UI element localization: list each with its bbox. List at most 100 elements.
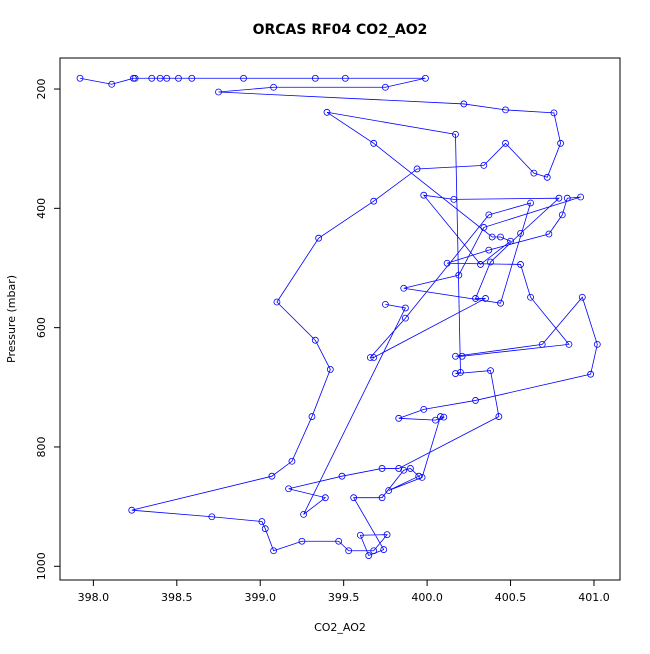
data-point <box>432 416 439 424</box>
data-point <box>452 352 459 360</box>
data-point <box>497 299 504 307</box>
data-point <box>395 414 403 422</box>
y-tick-label: 600 <box>35 317 48 338</box>
data-point <box>485 211 493 219</box>
data-point <box>338 472 346 480</box>
data-point <box>315 234 323 242</box>
y-tick-label: 800 <box>35 436 48 457</box>
data-point <box>311 336 319 344</box>
data-point <box>488 233 496 241</box>
data-point <box>323 108 331 116</box>
data-point <box>356 531 364 539</box>
data-point <box>418 473 426 481</box>
data-point <box>370 354 378 361</box>
data-point <box>507 237 514 245</box>
y-tick-label: 200 <box>35 79 48 100</box>
data-point <box>437 413 444 420</box>
data-point <box>578 293 586 301</box>
data-point <box>557 139 564 147</box>
data-point <box>487 367 494 375</box>
data-point <box>268 472 276 480</box>
y-tick-label: 400 <box>35 198 48 219</box>
data-point <box>407 465 414 472</box>
data-point <box>550 109 558 117</box>
data-point <box>311 74 319 82</box>
data-point <box>497 233 504 241</box>
data-point <box>400 466 408 474</box>
data-point <box>308 413 316 420</box>
x-axis-label: CO2_AO2 <box>314 621 366 634</box>
data-point <box>420 405 428 413</box>
data-point <box>457 368 464 376</box>
data-point <box>480 224 488 231</box>
data-point <box>543 173 551 181</box>
data-point <box>480 161 488 169</box>
data-point <box>370 197 378 205</box>
data-point <box>130 74 137 82</box>
data-point <box>350 494 358 502</box>
data-point <box>458 352 466 360</box>
x-tick-label: 400.0 <box>411 591 443 604</box>
data-point <box>335 537 343 545</box>
data-point <box>565 340 573 348</box>
data-point <box>156 74 164 82</box>
data-point <box>380 546 388 553</box>
x-tick-label: 401.0 <box>578 591 610 604</box>
data-point <box>395 465 403 472</box>
data-point <box>321 494 329 502</box>
data-point <box>452 130 459 138</box>
data-point <box>415 472 423 480</box>
data-point <box>383 531 391 539</box>
data-point <box>188 74 196 82</box>
data-point <box>341 74 349 82</box>
data-point <box>495 413 503 420</box>
data-point <box>366 354 374 361</box>
data-point <box>502 139 509 147</box>
plot-frame <box>59 57 621 581</box>
data-point <box>261 525 269 533</box>
data-point <box>517 261 524 268</box>
data-point <box>527 293 534 301</box>
data-point <box>422 74 429 82</box>
data-point <box>128 506 136 514</box>
data-point <box>402 304 409 312</box>
data-point <box>370 547 378 555</box>
data-point <box>440 413 448 421</box>
data-point <box>300 510 308 518</box>
data-point <box>502 106 509 114</box>
data-point <box>472 295 479 302</box>
data-point <box>563 194 571 202</box>
data-point <box>402 314 409 322</box>
data-point <box>413 165 421 173</box>
data-point <box>587 370 595 378</box>
data-point <box>482 295 489 302</box>
x-tick-label: 399.0 <box>244 591 276 604</box>
x-tick-label: 400.5 <box>495 591 527 604</box>
y-axis-label: Pressure (mbar) <box>5 275 18 363</box>
x-tick-label: 399.5 <box>328 591 360 604</box>
data-point <box>487 258 494 266</box>
data-point <box>215 88 222 96</box>
data-point <box>240 74 247 82</box>
x-tick-label: 398.5 <box>161 591 193 604</box>
data-point <box>452 370 459 377</box>
data-point <box>76 74 84 82</box>
data-point <box>163 74 171 82</box>
data-point <box>472 397 479 404</box>
data-point <box>131 74 139 82</box>
data-point <box>345 547 353 555</box>
data-point <box>517 229 524 237</box>
data-point <box>538 340 546 348</box>
data-point <box>148 74 156 82</box>
data-point <box>370 139 378 147</box>
data-point <box>298 537 306 545</box>
data-point <box>378 465 386 472</box>
data-point <box>527 199 534 207</box>
data-point <box>460 100 468 108</box>
data-point <box>381 83 389 91</box>
data-point <box>400 284 408 292</box>
data-point <box>555 194 563 202</box>
data-point <box>258 518 266 525</box>
